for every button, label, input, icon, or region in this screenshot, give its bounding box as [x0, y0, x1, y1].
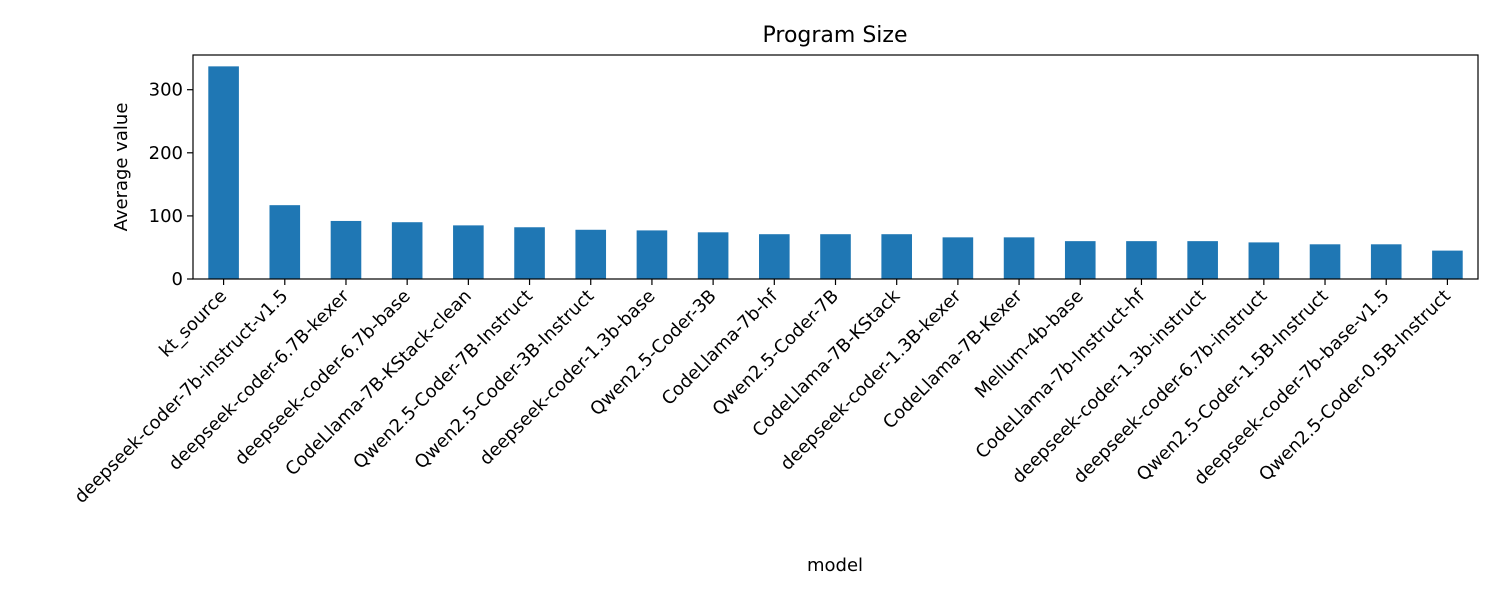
y-axis-ticks: 0 100 200 300 [149, 80, 193, 290]
x-tick-label-9: CodeLlama-7b-hf [658, 285, 782, 409]
bar-3 [391, 222, 423, 279]
bar-15 [1126, 241, 1157, 279]
bar-7 [636, 230, 668, 279]
bar-17 [1248, 242, 1280, 279]
plot-frame [192, 54, 1479, 280]
bar-12 [942, 237, 974, 279]
y-tick-label-1: 100 [149, 206, 183, 227]
x-axis-label: model [807, 555, 863, 576]
x-axis-ticks: kt_sourcedeepseek-coder-7b-instruct-v1.5… [70, 279, 1455, 508]
x-tick-label-1: deepseek-coder-7b-instruct-v1.5 [70, 286, 292, 508]
bar-6 [575, 229, 607, 279]
bar-9 [759, 234, 790, 279]
bar-4 [453, 225, 484, 279]
bar-1 [269, 205, 301, 279]
x-tick-label-14: Mellum-4b-base [971, 286, 1088, 403]
chart-title: Program Size [763, 23, 908, 48]
y-axis-label: Average value [111, 103, 132, 232]
bar-18 [1309, 244, 1341, 279]
bar-20 [1432, 250, 1463, 279]
y-tick-label-3: 300 [149, 80, 183, 101]
y-tick-label-0: 0 [172, 269, 183, 290]
bar-13 [1003, 237, 1035, 279]
bar-10 [820, 234, 851, 279]
bar-16 [1187, 241, 1218, 279]
bars-group [208, 66, 1463, 279]
y-tick-label-2: 200 [149, 143, 183, 164]
bar-0 [208, 66, 239, 279]
bar-5 [514, 227, 545, 279]
bar-19 [1370, 244, 1402, 279]
bar-11 [881, 234, 912, 279]
bar-8 [697, 232, 729, 279]
bar-14 [1064, 241, 1096, 279]
bar-2 [330, 220, 362, 279]
